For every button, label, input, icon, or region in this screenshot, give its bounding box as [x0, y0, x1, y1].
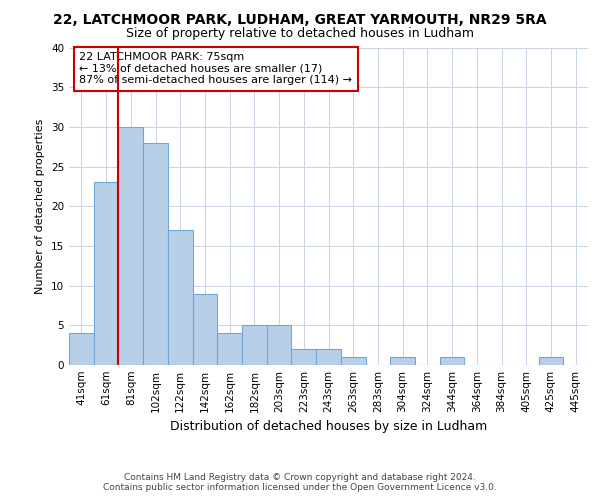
Bar: [316, 349, 341, 365]
Bar: [292, 349, 316, 365]
Bar: [267, 326, 292, 365]
Bar: [69, 333, 94, 365]
Text: 22 LATCHMOOR PARK: 75sqm
← 13% of detached houses are smaller (17)
87% of semi-d: 22 LATCHMOOR PARK: 75sqm ← 13% of detach…: [79, 52, 352, 86]
Bar: [217, 333, 242, 365]
Bar: [539, 357, 563, 365]
Bar: [193, 294, 217, 365]
Bar: [390, 357, 415, 365]
Bar: [440, 357, 464, 365]
Bar: [341, 357, 365, 365]
Bar: [242, 326, 267, 365]
Y-axis label: Number of detached properties: Number of detached properties: [35, 118, 46, 294]
Text: Size of property relative to detached houses in Ludham: Size of property relative to detached ho…: [126, 28, 474, 40]
Bar: [94, 182, 118, 365]
Text: 22, LATCHMOOR PARK, LUDHAM, GREAT YARMOUTH, NR29 5RA: 22, LATCHMOOR PARK, LUDHAM, GREAT YARMOU…: [53, 12, 547, 26]
Bar: [143, 143, 168, 365]
X-axis label: Distribution of detached houses by size in Ludham: Distribution of detached houses by size …: [170, 420, 487, 434]
Bar: [118, 127, 143, 365]
Text: Contains HM Land Registry data © Crown copyright and database right 2024.
Contai: Contains HM Land Registry data © Crown c…: [103, 473, 497, 492]
Bar: [168, 230, 193, 365]
